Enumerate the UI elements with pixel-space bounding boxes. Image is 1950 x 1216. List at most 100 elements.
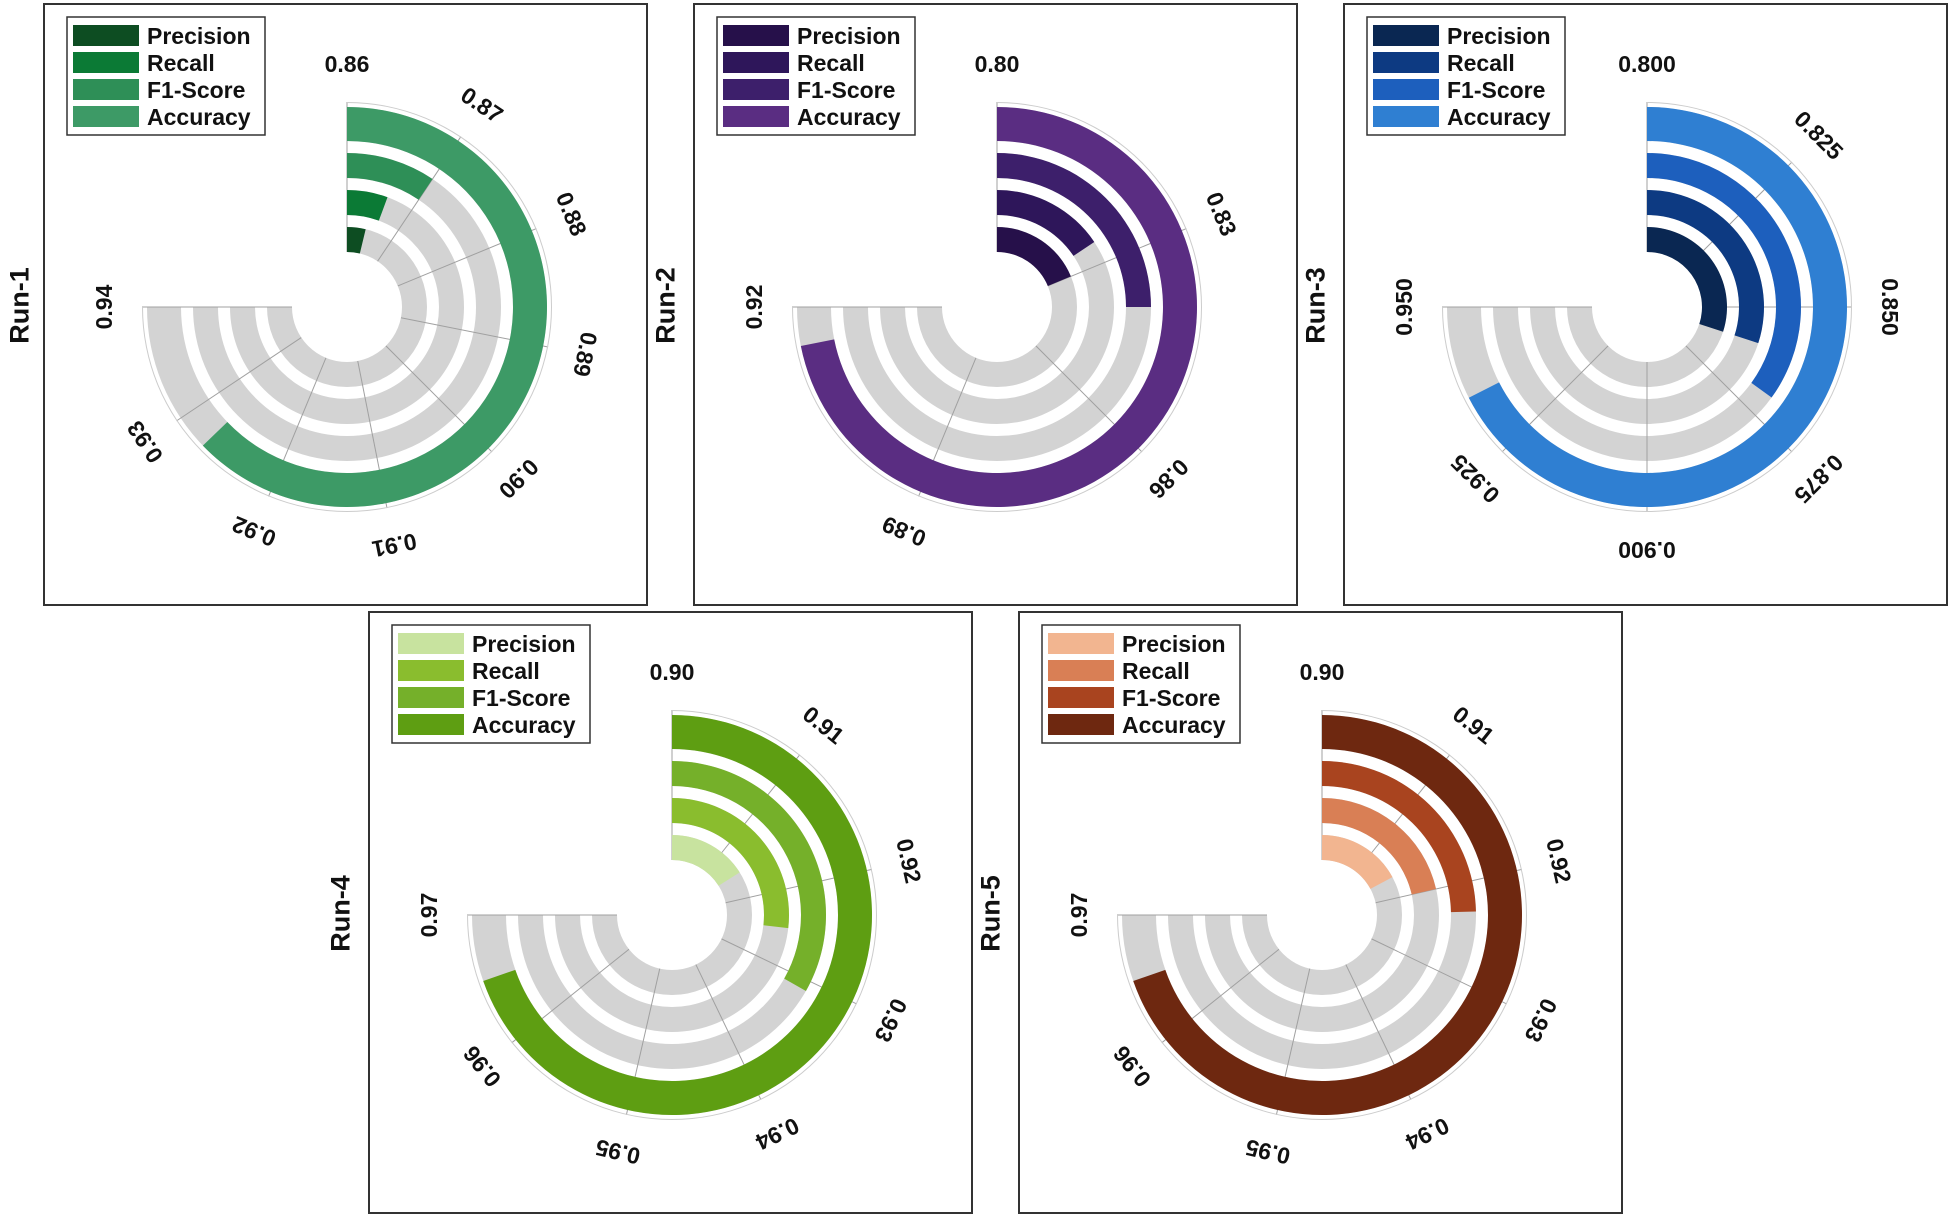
legend-label-recall: Recall xyxy=(472,658,540,684)
legend-label-precision: Precision xyxy=(1122,631,1226,657)
run-label-3: Run-3 xyxy=(1300,267,1331,344)
legend-swatch-precision xyxy=(1048,633,1114,654)
legend-label-precision: Precision xyxy=(797,23,901,49)
legend-label-f1-score: F1-Score xyxy=(1447,77,1545,103)
tick-label-5: 0.95 xyxy=(593,1134,643,1169)
chart-panel-run-4: 0.90 0.91 0.92 0.93 0.94 0.95 0.96 0.97 Precisio… xyxy=(368,611,973,1214)
run-label-5: Run-5 xyxy=(975,875,1006,952)
legend-label-f1-score: F1-Score xyxy=(1122,685,1220,711)
legend-swatch-accuracy xyxy=(398,714,464,735)
bar-f1-score xyxy=(997,153,1151,307)
tick-label-5: 0.95 xyxy=(1243,1134,1293,1169)
tick-label-0: 0.90 xyxy=(650,659,695,685)
tick-label-2: 0.850 xyxy=(1877,278,1903,336)
legend-label-f1-score: F1-Score xyxy=(472,685,570,711)
bar-precision xyxy=(347,227,366,254)
tick-label-1: 0.91 xyxy=(798,701,849,749)
tick-label-2: 0.92 xyxy=(891,836,926,885)
legend-label-accuracy: Accuracy xyxy=(797,104,901,130)
legend-label-f1-score: F1-Score xyxy=(147,77,245,103)
tick-label-1: 0.87 xyxy=(456,82,508,128)
tick-label-4: 0.92 xyxy=(741,285,767,330)
tick-label-2: 0.92 xyxy=(1541,836,1576,885)
bar-precision xyxy=(1647,227,1727,332)
tick-label-3: 0.89 xyxy=(568,330,602,379)
legend-label-accuracy: Accuracy xyxy=(1447,104,1551,130)
tick-label-6: 0.96 xyxy=(458,1041,506,1092)
bar-precision xyxy=(997,227,1071,286)
legend-label-accuracy: Accuracy xyxy=(1122,712,1226,738)
tick-label-3: 0.89 xyxy=(878,511,929,552)
tick-label-4: 0.900 xyxy=(1618,537,1676,563)
bar-f1-score xyxy=(1647,153,1801,398)
legend-swatch-precision xyxy=(398,633,464,654)
legend-label-accuracy: Accuracy xyxy=(472,712,576,738)
legend-swatch-precision xyxy=(723,25,789,46)
tick-label-1: 0.83 xyxy=(1201,188,1242,239)
tick-label-5: 0.91 xyxy=(370,528,419,562)
tick-label-5: 0.925 xyxy=(1445,449,1504,508)
bar-precision xyxy=(1322,835,1393,889)
bar-f1-score xyxy=(1322,761,1476,913)
tick-label-0: 0.86 xyxy=(325,51,370,77)
legend-swatch-f1-score xyxy=(73,79,139,100)
bar-recall xyxy=(1322,798,1437,895)
radial-chart-run-4: 0.90 0.91 0.92 0.93 0.94 0.95 0.96 0.97 Precisio… xyxy=(391,624,927,1170)
tick-label-4: 0.94 xyxy=(751,1113,803,1156)
tick-label-3: 0.93 xyxy=(870,995,913,1047)
tick-label-6: 0.950 xyxy=(1391,278,1417,336)
radial-chart-run-5: 0.90 0.91 0.92 0.93 0.94 0.95 0.96 0.97 Precisio… xyxy=(1041,624,1577,1170)
chart-panel-run-1: 0.86 0.87 0.88 0.89 0.90 0.91 0.92 0.93 0.94 Prec… xyxy=(43,3,648,606)
bar-recall xyxy=(1647,190,1764,344)
legend-swatch-accuracy xyxy=(73,106,139,127)
legend-label-precision: Precision xyxy=(147,23,251,49)
tick-label-3: 0.93 xyxy=(1520,995,1563,1047)
legend-label-f1-score: F1-Score xyxy=(797,77,895,103)
legend-swatch-recall xyxy=(398,660,464,681)
tick-label-6: 0.92 xyxy=(228,511,279,552)
legend-label-accuracy: Accuracy xyxy=(147,104,251,130)
bar-recall xyxy=(347,190,388,221)
legend-swatch-accuracy xyxy=(1373,106,1439,127)
tick-label-6: 0.96 xyxy=(1108,1041,1156,1092)
legend-swatch-accuracy xyxy=(723,106,789,127)
legend-label-recall: Recall xyxy=(797,50,865,76)
legend-swatch-recall xyxy=(723,52,789,73)
legend-swatch-accuracy xyxy=(1048,714,1114,735)
chart-panel-run-5: 0.90 0.91 0.92 0.93 0.94 0.95 0.96 0.97 Precisio… xyxy=(1018,611,1623,1214)
bar-f1-score xyxy=(672,761,826,992)
tick-label-7: 0.97 xyxy=(1066,893,1092,938)
tick-label-8: 0.94 xyxy=(91,284,117,329)
tick-label-2: 0.88 xyxy=(551,188,592,239)
run-label-4: Run-4 xyxy=(325,875,356,952)
legend-swatch-f1-score xyxy=(723,79,789,100)
legend-swatch-f1-score xyxy=(1373,79,1439,100)
tick-label-1: 0.825 xyxy=(1789,106,1848,165)
legend-label-recall: Recall xyxy=(1447,50,1515,76)
bar-accuracy xyxy=(202,107,547,507)
radial-chart-run-2: 0.80 0.83 0.86 0.89 0.92 PrecisionRecallF1-Sc… xyxy=(716,16,1242,552)
tick-label-0: 0.80 xyxy=(975,51,1020,77)
legend-swatch-recall xyxy=(73,52,139,73)
tick-label-3: 0.875 xyxy=(1789,449,1848,508)
run-label-2: Run-2 xyxy=(650,267,681,344)
chart-panel-run-2: 0.80 0.83 0.86 0.89 0.92 Precision Recall F1-Sc… xyxy=(693,3,1298,606)
legend-label-precision: Precision xyxy=(1447,23,1551,49)
radial-chart-run-1: 0.86 0.87 0.88 0.89 0.90 0.91 0.92 0.93 0.94 Prec… xyxy=(66,16,602,562)
bar-recall xyxy=(997,190,1095,256)
run-label-1: Run-1 xyxy=(4,267,35,344)
legend-swatch-recall xyxy=(1048,660,1114,681)
bar-recall xyxy=(672,798,789,929)
tick-label-7: 0.97 xyxy=(416,893,442,938)
chart-panel-run-3: 0.800 0.825 0.850 0.875 0.900 0.925 0.950 Preci… xyxy=(1343,3,1948,606)
legend-label-precision: Precision xyxy=(472,631,576,657)
grid-line-7 xyxy=(176,337,302,422)
tick-label-4: 0.94 xyxy=(1401,1113,1453,1156)
legend-label-recall: Recall xyxy=(1122,658,1190,684)
tick-label-7: 0.93 xyxy=(122,416,168,468)
bar-f1-score xyxy=(347,153,433,200)
legend-label-recall: Recall xyxy=(147,50,215,76)
legend-swatch-precision xyxy=(73,25,139,46)
legend-swatch-recall xyxy=(1373,52,1439,73)
radial-chart-run-3: 0.800 0.825 0.850 0.875 0.900 0.925 0.950 Preci… xyxy=(1366,16,1903,563)
